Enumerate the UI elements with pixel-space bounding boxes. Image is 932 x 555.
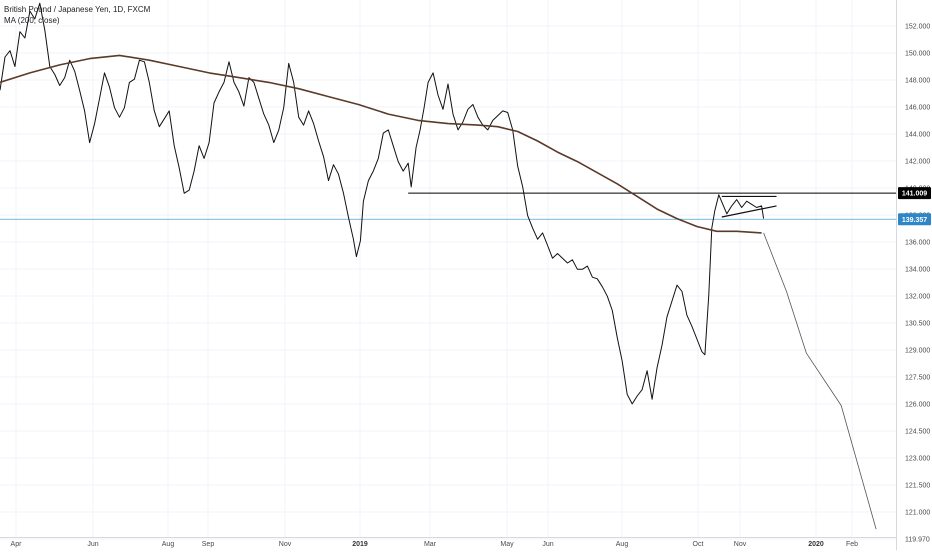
gridlines <box>0 0 896 540</box>
plot-layer <box>0 2 896 530</box>
x-tick-label: 2019 <box>352 541 368 548</box>
price-tag-bg <box>898 187 931 200</box>
y-tick-label: 136.000 <box>905 240 930 247</box>
projection-line <box>763 232 877 530</box>
triangle-trendline <box>721 205 777 218</box>
x-tick-label: Aug <box>616 541 629 548</box>
x-tick-label: Feb <box>846 541 858 548</box>
y-tick-label: 129.000 <box>905 348 930 355</box>
ma-200-line <box>0 54 762 234</box>
x-tick-label: Nov <box>734 541 747 548</box>
y-tick-label: 134.000 <box>905 267 930 274</box>
x-tick-label: Aug <box>162 541 175 548</box>
y-tick-label: 150.000 <box>905 51 930 58</box>
y-tick-label: 130.500 <box>905 321 930 328</box>
price-tag-label: 141.009 <box>902 191 927 198</box>
x-tick-label: 2020 <box>808 541 824 548</box>
price-tags: 141.009 139.357 <box>898 187 931 226</box>
y-tick-label: 124.500 <box>905 429 930 436</box>
y-tick-label: 123.000 <box>905 456 930 463</box>
price-tag-bg <box>898 213 931 226</box>
price-tag-label: 139.357 <box>902 217 927 224</box>
y-tick-label: 126.000 <box>905 402 930 409</box>
x-tick-label: Sep <box>202 541 215 548</box>
y-tick-label: 132.000 <box>905 294 930 301</box>
y-tick-label: 121.500 <box>905 483 930 490</box>
y-tick-label: 119.970 <box>905 537 930 544</box>
x-tick-label: Mar <box>424 541 437 548</box>
x-axis: Apr Jun Aug Sep Nov 2019 Mar May Jun Aug Oct Nov 202… <box>0 537 896 548</box>
y-tick-label: 142.000 <box>905 159 930 166</box>
legend-title: British Pound / Japanese Yen, 1D, FXCM <box>4 5 151 14</box>
x-tick-label: Jun <box>87 541 98 548</box>
y-axis: 152.000 150.000 148.000 146.000 144.000 142.0… <box>896 0 930 550</box>
x-tick-label: Jun <box>542 541 553 548</box>
y-tick-label: 127.500 <box>905 375 930 382</box>
x-tick-label: Nov <box>279 541 292 548</box>
y-tick-label: 144.000 <box>905 132 930 139</box>
legend-ma: MA (200, close) <box>4 16 60 25</box>
x-tick-label: Apr <box>11 541 23 548</box>
y-tick-label: 152.000 <box>905 24 930 31</box>
y-tick-label: 146.000 <box>905 105 930 112</box>
chart-legend: British Pound / Japanese Yen, 1D, FXCM M… <box>4 4 150 26</box>
x-tick-label: Oct <box>693 541 704 548</box>
x-tick-label: May <box>500 541 514 548</box>
y-tick-label: 148.000 <box>905 78 930 85</box>
price-series-line <box>0 2 765 405</box>
y-tick-label: 121.000 <box>905 510 930 517</box>
